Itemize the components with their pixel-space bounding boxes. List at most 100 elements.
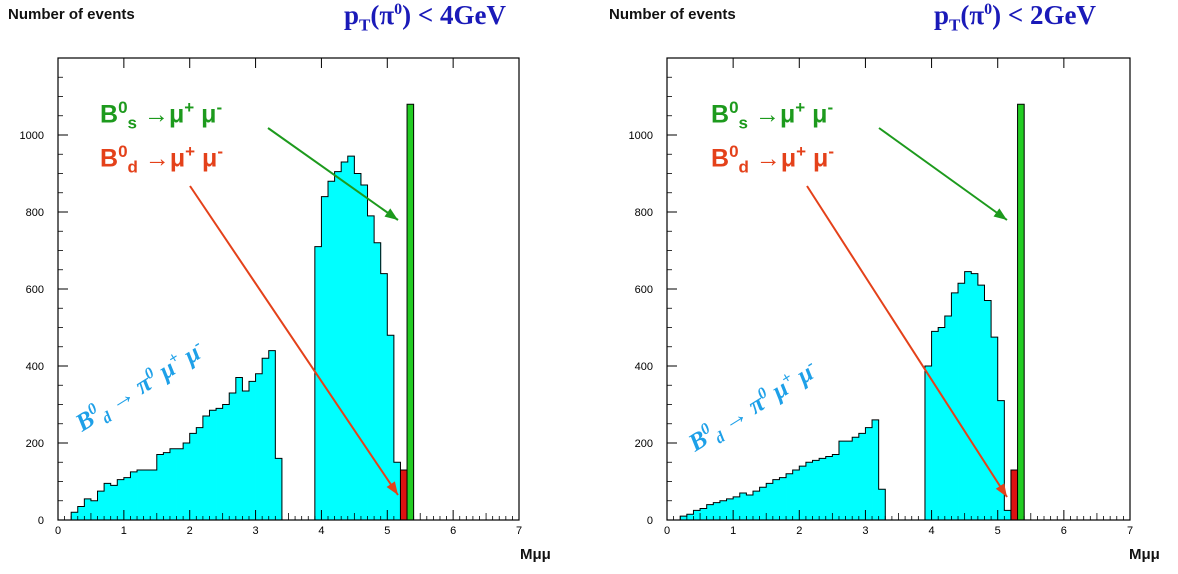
histogram-bar: [752, 491, 760, 520]
histogram-bar: [700, 508, 708, 520]
histogram-plot: 0 1 2 3 4 5 6 7 0 200 400 600 800 1000: [20, 57, 522, 537]
bd-arrow-head: [386, 481, 398, 495]
histogram-bar: [380, 273, 388, 520]
x-tick-label: 0: [55, 525, 61, 537]
histogram-bar: [997, 400, 1005, 520]
histogram-bar: [971, 273, 979, 520]
histogram-bar: [229, 392, 237, 520]
histogram-bar: [387, 335, 395, 520]
histogram-bar: [799, 466, 807, 520]
x-tick-label: 7: [1127, 525, 1133, 537]
histogram-bar: [733, 496, 741, 520]
histogram-bar: [779, 477, 787, 520]
chart-cut-title: pT(π0) < 4GeV: [344, 0, 507, 35]
histogram-bar: [878, 489, 886, 520]
bd-arrow: [806, 185, 1008, 498]
histogram-bar: [759, 487, 767, 520]
histogram-bar: [931, 331, 939, 520]
histogram-bar: [117, 479, 125, 520]
y-tick-label: 600: [635, 284, 653, 296]
histogram-bar: [156, 454, 164, 520]
histogram-bar: [984, 300, 992, 520]
bs-arrow: [267, 127, 399, 221]
histogram-bar: [819, 458, 827, 520]
x-tick-label: 1: [121, 525, 127, 537]
series-0: [70, 350, 283, 520]
histogram-bar: [944, 315, 952, 520]
histogram-outline: [406, 103, 415, 520]
histogram-plot: 0 1 2 3 4 5 6 7 0 200 400 600 800 1000: [629, 57, 1133, 537]
histogram-bar: [242, 391, 250, 520]
histogram-bar: [255, 373, 263, 520]
x-tick-label: 5: [995, 525, 1001, 537]
histogram-bar: [924, 366, 932, 520]
histogram-bar: [772, 479, 780, 520]
histogram-bar: [680, 516, 688, 520]
histogram-bar: [97, 491, 105, 520]
y-tick-label: 800: [635, 207, 653, 219]
histogram-bar: [367, 215, 375, 520]
y-tick-label: 0: [38, 515, 44, 527]
histogram-bar: [360, 185, 368, 521]
histogram-outline: [1017, 103, 1025, 520]
histogram-bar: [719, 500, 727, 520]
histogram-bar: [71, 512, 79, 520]
histogram-bar: [958, 283, 966, 520]
histogram-bar: [938, 327, 946, 520]
histogram-bar: [872, 419, 880, 520]
bd-arrow: [189, 185, 399, 496]
x-tick-label: 5: [384, 525, 390, 537]
histogram-bar: [334, 171, 342, 520]
histogram-outline: [679, 419, 886, 520]
histogram-bar: [143, 469, 151, 520]
series-2: [1010, 469, 1019, 520]
histogram-bar: [123, 477, 131, 520]
series-0: [679, 419, 886, 520]
histogram-bar: [77, 506, 85, 520]
x-axis-label: Mμμ: [1129, 546, 1160, 563]
y-tick-label: 200: [26, 438, 44, 450]
histogram-bar: [991, 337, 999, 520]
histogram-bar: [812, 460, 820, 520]
histogram-bar: [110, 485, 118, 520]
histogram-bar: [163, 452, 171, 520]
histogram-bar: [693, 510, 701, 520]
series-2: [399, 469, 408, 520]
histogram-bar: [393, 462, 401, 520]
histogram-bar: [268, 350, 276, 520]
histogram-bar: [196, 427, 204, 520]
histogram-bar: [1004, 510, 1012, 520]
bd-decay-label: B0d →μ+ μ-: [100, 142, 224, 177]
histogram-bar: [235, 377, 243, 520]
histogram-bar: [354, 173, 362, 520]
histogram-bar: [832, 454, 840, 520]
histogram-bar: [262, 358, 270, 520]
x-tick-label: 1: [730, 525, 736, 537]
y-tick-label: 600: [26, 284, 44, 296]
histogram-bar: [202, 416, 210, 520]
histogram-bar: [858, 433, 866, 520]
histogram-bar: [713, 502, 721, 520]
bd-arrow-head: [995, 483, 1007, 497]
series-1: [314, 155, 401, 521]
x-tick-label: 3: [862, 525, 868, 537]
x-tick-label: 0: [664, 525, 670, 537]
histogram-bar: [321, 196, 329, 520]
y-tick-label: 200: [635, 438, 653, 450]
histogram-bar: [964, 271, 972, 520]
bd-decay-label: B0d →μ+ μ-: [711, 142, 835, 177]
series-1: [924, 271, 1012, 520]
histogram-bar: [1017, 104, 1025, 520]
x-tick-label: 7: [516, 525, 522, 537]
histogram-bar: [183, 443, 191, 520]
x-axis-label: Mμμ: [520, 546, 551, 563]
y-tick-label: 1000: [629, 130, 653, 142]
histogram-bar: [805, 462, 813, 520]
y-tick-label: 800: [26, 207, 44, 219]
histogram-bar: [150, 469, 158, 520]
series-3: [406, 103, 415, 520]
histogram-outline: [924, 271, 1012, 520]
histogram-bar: [104, 483, 112, 520]
histogram-bar: [977, 285, 985, 520]
